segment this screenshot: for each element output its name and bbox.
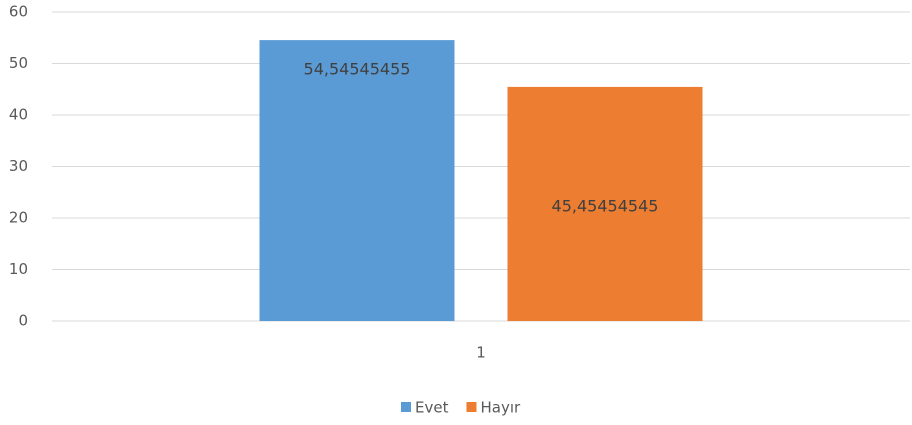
bar bbox=[507, 86, 703, 321]
legend-swatch bbox=[466, 402, 477, 412]
y-tick-label: 0 bbox=[18, 312, 28, 330]
y-tick-label: 10 bbox=[9, 260, 28, 278]
legend-swatch bbox=[401, 402, 411, 412]
legend-label: Hayır bbox=[480, 399, 521, 417]
y-tick-label: 50 bbox=[9, 54, 28, 72]
bar bbox=[259, 40, 455, 321]
y-tick-label: 30 bbox=[9, 157, 28, 175]
y-tick-label: 40 bbox=[9, 106, 28, 124]
x-tick-label: 1 bbox=[476, 344, 486, 362]
legend-label: Evet bbox=[415, 399, 449, 417]
data-label: 45,45454545 bbox=[552, 196, 659, 215]
y-tick-label: 20 bbox=[9, 209, 28, 227]
data-label: 54,54545455 bbox=[304, 60, 411, 79]
y-tick-label: 60 bbox=[9, 3, 28, 21]
